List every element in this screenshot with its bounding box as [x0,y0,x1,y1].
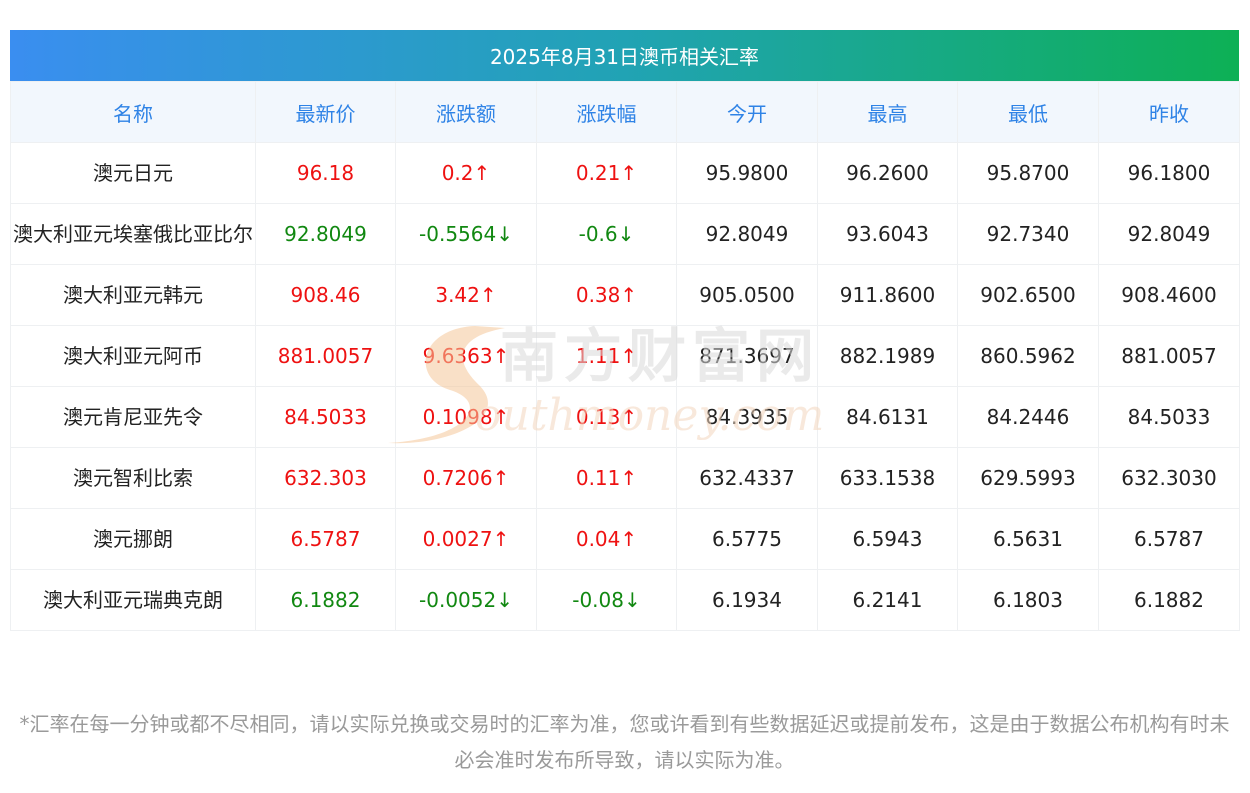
cell-high: 96.2600 [817,142,958,204]
rate-panel: 2025年8月31日澳币相关汇率 名称 最新价 涨跌额 涨跌幅 今开 最高 最低… [10,30,1240,631]
cell-high: 882.1989 [817,325,958,387]
header-row: 名称 最新价 涨跌额 涨跌幅 今开 最高 最低 昨收 [10,81,1240,143]
cell-high: 6.5943 [817,508,958,570]
cell-prev: 92.8049 [1098,203,1240,265]
header-change: 涨跌额 [395,81,537,143]
cell-change: 0.0027↑ [395,508,537,570]
cell-latest: 6.1882 [255,569,396,631]
cell-high: 911.8600 [817,264,958,326]
cell-change: 9.6363↑ [395,325,537,387]
header-latest: 最新价 [255,81,396,143]
cell-pct: 0.04↑ [536,508,677,570]
cell-low: 92.7340 [957,203,1099,265]
disclaimer-footnote: *汇率在每一分钟或都不尽相同，请以实际兑换或交易时的汇率为准，您或许看到有些数据… [19,712,1230,772]
cell-low: 860.5962 [957,325,1099,387]
cell-prev: 6.1882 [1098,569,1240,631]
cell-latest: 96.18 [255,142,396,204]
table-row: 澳大利亚元阿币 881.0057 9.6363↑ 1.11↑ 871.3697 882.1… [10,325,1240,387]
cell-low: 6.5631 [957,508,1099,570]
header-prev: 昨收 [1098,81,1240,143]
cell-prev: 96.1800 [1098,142,1240,204]
table-row: 澳大利亚元瑞典克朗 6.1882 -0.0052↓ -0.08↓ 6.1934 6.214… [10,569,1240,631]
cell-low: 902.6500 [957,264,1099,326]
rate-table: 名称 最新价 涨跌额 涨跌幅 今开 最高 最低 昨收 澳元日元 96.18 0.2↑… [10,81,1240,631]
cell-open: 6.5775 [676,508,818,570]
header-low: 最低 [957,81,1099,143]
cell-high: 633.1538 [817,447,958,509]
cell-pct: -0.6↓ [536,203,677,265]
cell-prev: 84.5033 [1098,386,1240,448]
table-row: 澳元智利比索 632.303 0.7206↑ 0.11↑ 632.4337 633.153… [10,447,1240,509]
header-open: 今开 [676,81,818,143]
table-title: 2025年8月31日澳币相关汇率 [10,30,1239,81]
cell-high: 93.6043 [817,203,958,265]
cell-pct: 0.21↑ [536,142,677,204]
cell-name: 澳大利亚元韩元 [10,264,256,326]
cell-latest: 881.0057 [255,325,396,387]
cell-name: 澳大利亚元埃塞俄比亚比尔 [10,203,256,265]
table-row: 澳大利亚元埃塞俄比亚比尔 92.8049 -0.5564↓ -0.6↓ 92.8049 9… [10,203,1240,265]
cell-name: 澳大利亚元瑞典克朗 [10,569,256,631]
table-row: 澳元挪朗 6.5787 0.0027↑ 0.04↑ 6.5775 6.5943 6.5631… [10,508,1240,570]
cell-latest: 632.303 [255,447,396,509]
cell-prev: 6.5787 [1098,508,1240,570]
cell-pct: -0.08↓ [536,569,677,631]
cell-low: 95.8700 [957,142,1099,204]
cell-open: 6.1934 [676,569,818,631]
cell-name: 澳元智利比索 [10,447,256,509]
cell-change: -0.5564↓ [395,203,537,265]
header-high: 最高 [817,81,958,143]
cell-open: 92.8049 [676,203,818,265]
cell-open: 84.3935 [676,386,818,448]
cell-pct: 0.38↑ [536,264,677,326]
cell-name: 澳元挪朗 [10,508,256,570]
table-row: 澳元肯尼亚先令 84.5033 0.1098↑ 0.13↑ 84.3935 84.6131… [10,386,1240,448]
cell-low: 84.2446 [957,386,1099,448]
cell-name: 澳元日元 [10,142,256,204]
table-row: 澳大利亚元韩元 908.46 3.42↑ 0.38↑ 905.0500 911.8600 9… [10,264,1240,326]
cell-pct: 0.13↑ [536,386,677,448]
cell-latest: 84.5033 [255,386,396,448]
cell-low: 629.5993 [957,447,1099,509]
cell-latest: 908.46 [255,264,396,326]
cell-pct: 0.11↑ [536,447,677,509]
cell-high: 84.6131 [817,386,958,448]
cell-prev: 881.0057 [1098,325,1240,387]
cell-high: 6.2141 [817,569,958,631]
cell-prev: 632.3030 [1098,447,1240,509]
cell-low: 6.1803 [957,569,1099,631]
cell-change: 0.1098↑ [395,386,537,448]
cell-name: 澳元肯尼亚先令 [10,386,256,448]
cell-open: 905.0500 [676,264,818,326]
header-name: 名称 [10,81,256,143]
cell-open: 871.3697 [676,325,818,387]
cell-open: 95.9800 [676,142,818,204]
header-pct: 涨跌幅 [536,81,677,143]
cell-name: 澳大利亚元阿币 [10,325,256,387]
cell-latest: 92.8049 [255,203,396,265]
cell-change: 0.7206↑ [395,447,537,509]
cell-prev: 908.4600 [1098,264,1240,326]
cell-pct: 1.11↑ [536,325,677,387]
table-row: 澳元日元 96.18 0.2↑ 0.21↑ 95.9800 96.2600 95.8700 9… [10,142,1240,204]
cell-latest: 6.5787 [255,508,396,570]
cell-change: 0.2↑ [395,142,537,204]
cell-open: 632.4337 [676,447,818,509]
cell-change: -0.0052↓ [395,569,537,631]
cell-change: 3.42↑ [395,264,537,326]
